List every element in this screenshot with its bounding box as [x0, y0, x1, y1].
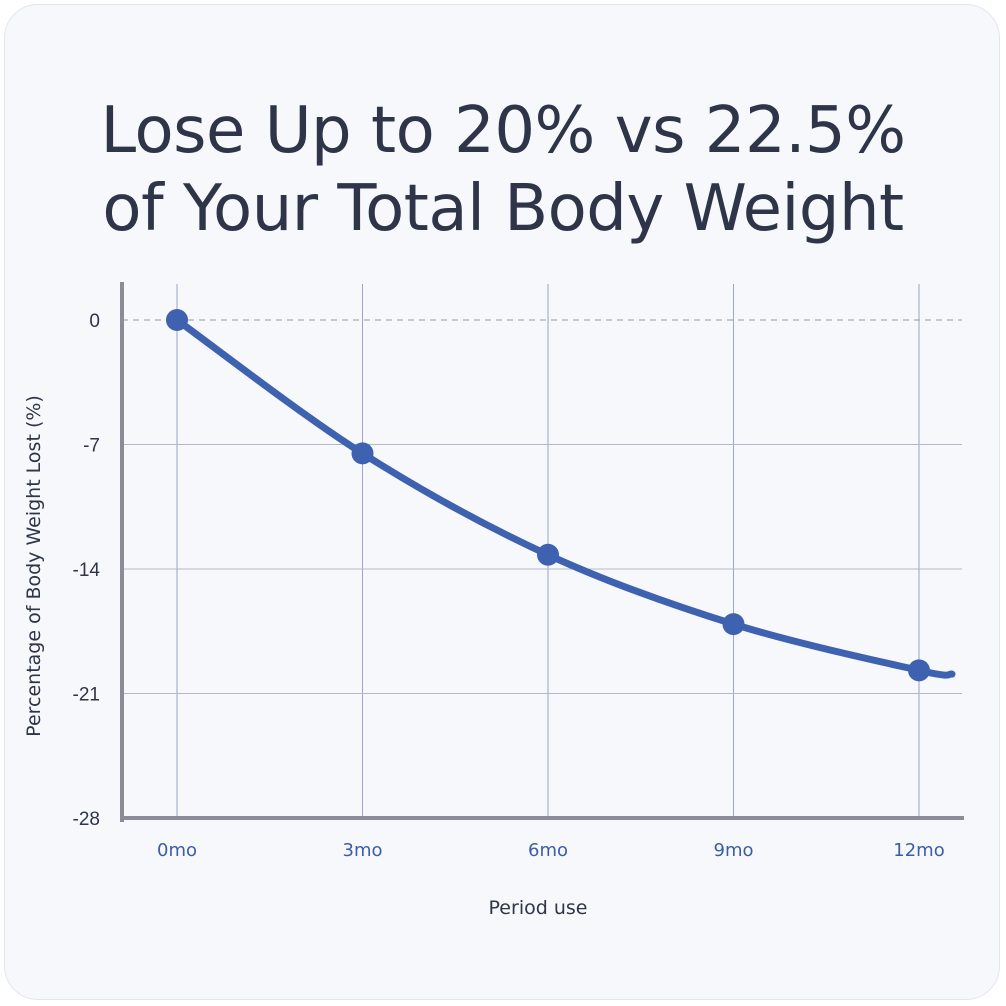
- data-point-12mo: [908, 659, 930, 682]
- x-axis-title: Period use: [489, 897, 588, 919]
- title-line-1: Lose Up to 20% vs 22.5%: [100, 94, 906, 168]
- chart-title: Lose Up to 20% vs 22.5% of Your Total Bo…: [0, 92, 1006, 248]
- x-tick-label-6mo: 6mo: [528, 840, 568, 861]
- y-tick-labels: 0 -7 -14 -21 -28: [73, 311, 101, 830]
- data-point-9mo: [722, 613, 745, 636]
- axes: [120, 282, 964, 822]
- x-tick-label-12mo: 12mo: [893, 840, 944, 861]
- x-tick-label-3mo: 3mo: [343, 840, 383, 861]
- data-point-3mo: [351, 442, 374, 465]
- y-tick-label: 0: [89, 311, 100, 332]
- y-axis-title: Percentage of Body Weight Lost (%): [23, 395, 45, 737]
- chart-card: [4, 4, 1000, 1000]
- data-point-0mo: [166, 309, 188, 331]
- series-line: [173, 316, 956, 679]
- y-tick-label: -28: [73, 809, 100, 830]
- title-line-2: of Your Total Body Weight: [102, 172, 904, 246]
- data-point-6mo: [537, 543, 559, 566]
- y-tick-label: -14: [73, 560, 101, 581]
- x-tick-label-0mo: 0mo: [157, 840, 197, 861]
- series: [166, 309, 956, 682]
- x-tick-label-9mo: 9mo: [714, 840, 754, 861]
- y-tick-label: -21: [73, 685, 100, 706]
- y-tick-label: -7: [83, 436, 100, 457]
- x-tick-labels: 0mo 3mo 6mo 9mo 12mo: [157, 840, 945, 861]
